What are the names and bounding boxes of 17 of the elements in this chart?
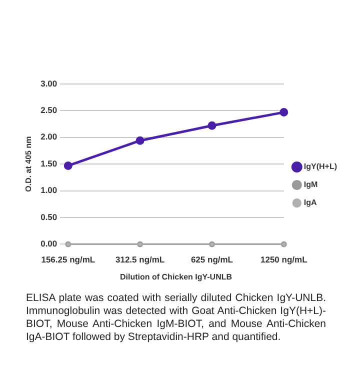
y-tick-label: 3.00 [40, 78, 58, 88]
y-tick-label: 0.50 [40, 212, 58, 222]
text: ELISA plate was coated with serially diluted Chicken IgY-UNLB. Immunoglobulin was detected with Goat Anti-Chicken IgY(H+L)-BIOT, Mouse Anti-Chicken IgM-BIOT, and Mouse Anti-Chicken IgA-BIOT followed by Streptavidin-HRP and quantified. [26, 292, 326, 344]
legend-label: IgA [304, 198, 317, 208]
x-tick-label: 312.5 ng/mL [115, 254, 165, 265]
y-tick-label: 2.00 [40, 132, 58, 142]
y-tick-label: 1.50 [40, 158, 58, 168]
y-tick-label: 0.00 [40, 238, 58, 249]
x-tick-label: 625 ng/mL [190, 254, 233, 265]
legend-label: IgY(H+L) [304, 162, 338, 172]
legend-label: IgM [304, 180, 318, 190]
x-axis-title: Dilution of Chicken IgY-UNLB [120, 272, 232, 282]
x-tick-label: 1250 ng/mL [260, 254, 308, 265]
y-axis-title: O.D. at 405 nm [24, 136, 34, 192]
x-tick-label: 156.25 ng/mL [41, 254, 96, 265]
y-tick-label: 1.00 [40, 185, 58, 196]
y-tick-label: 2.50 [40, 105, 58, 116]
